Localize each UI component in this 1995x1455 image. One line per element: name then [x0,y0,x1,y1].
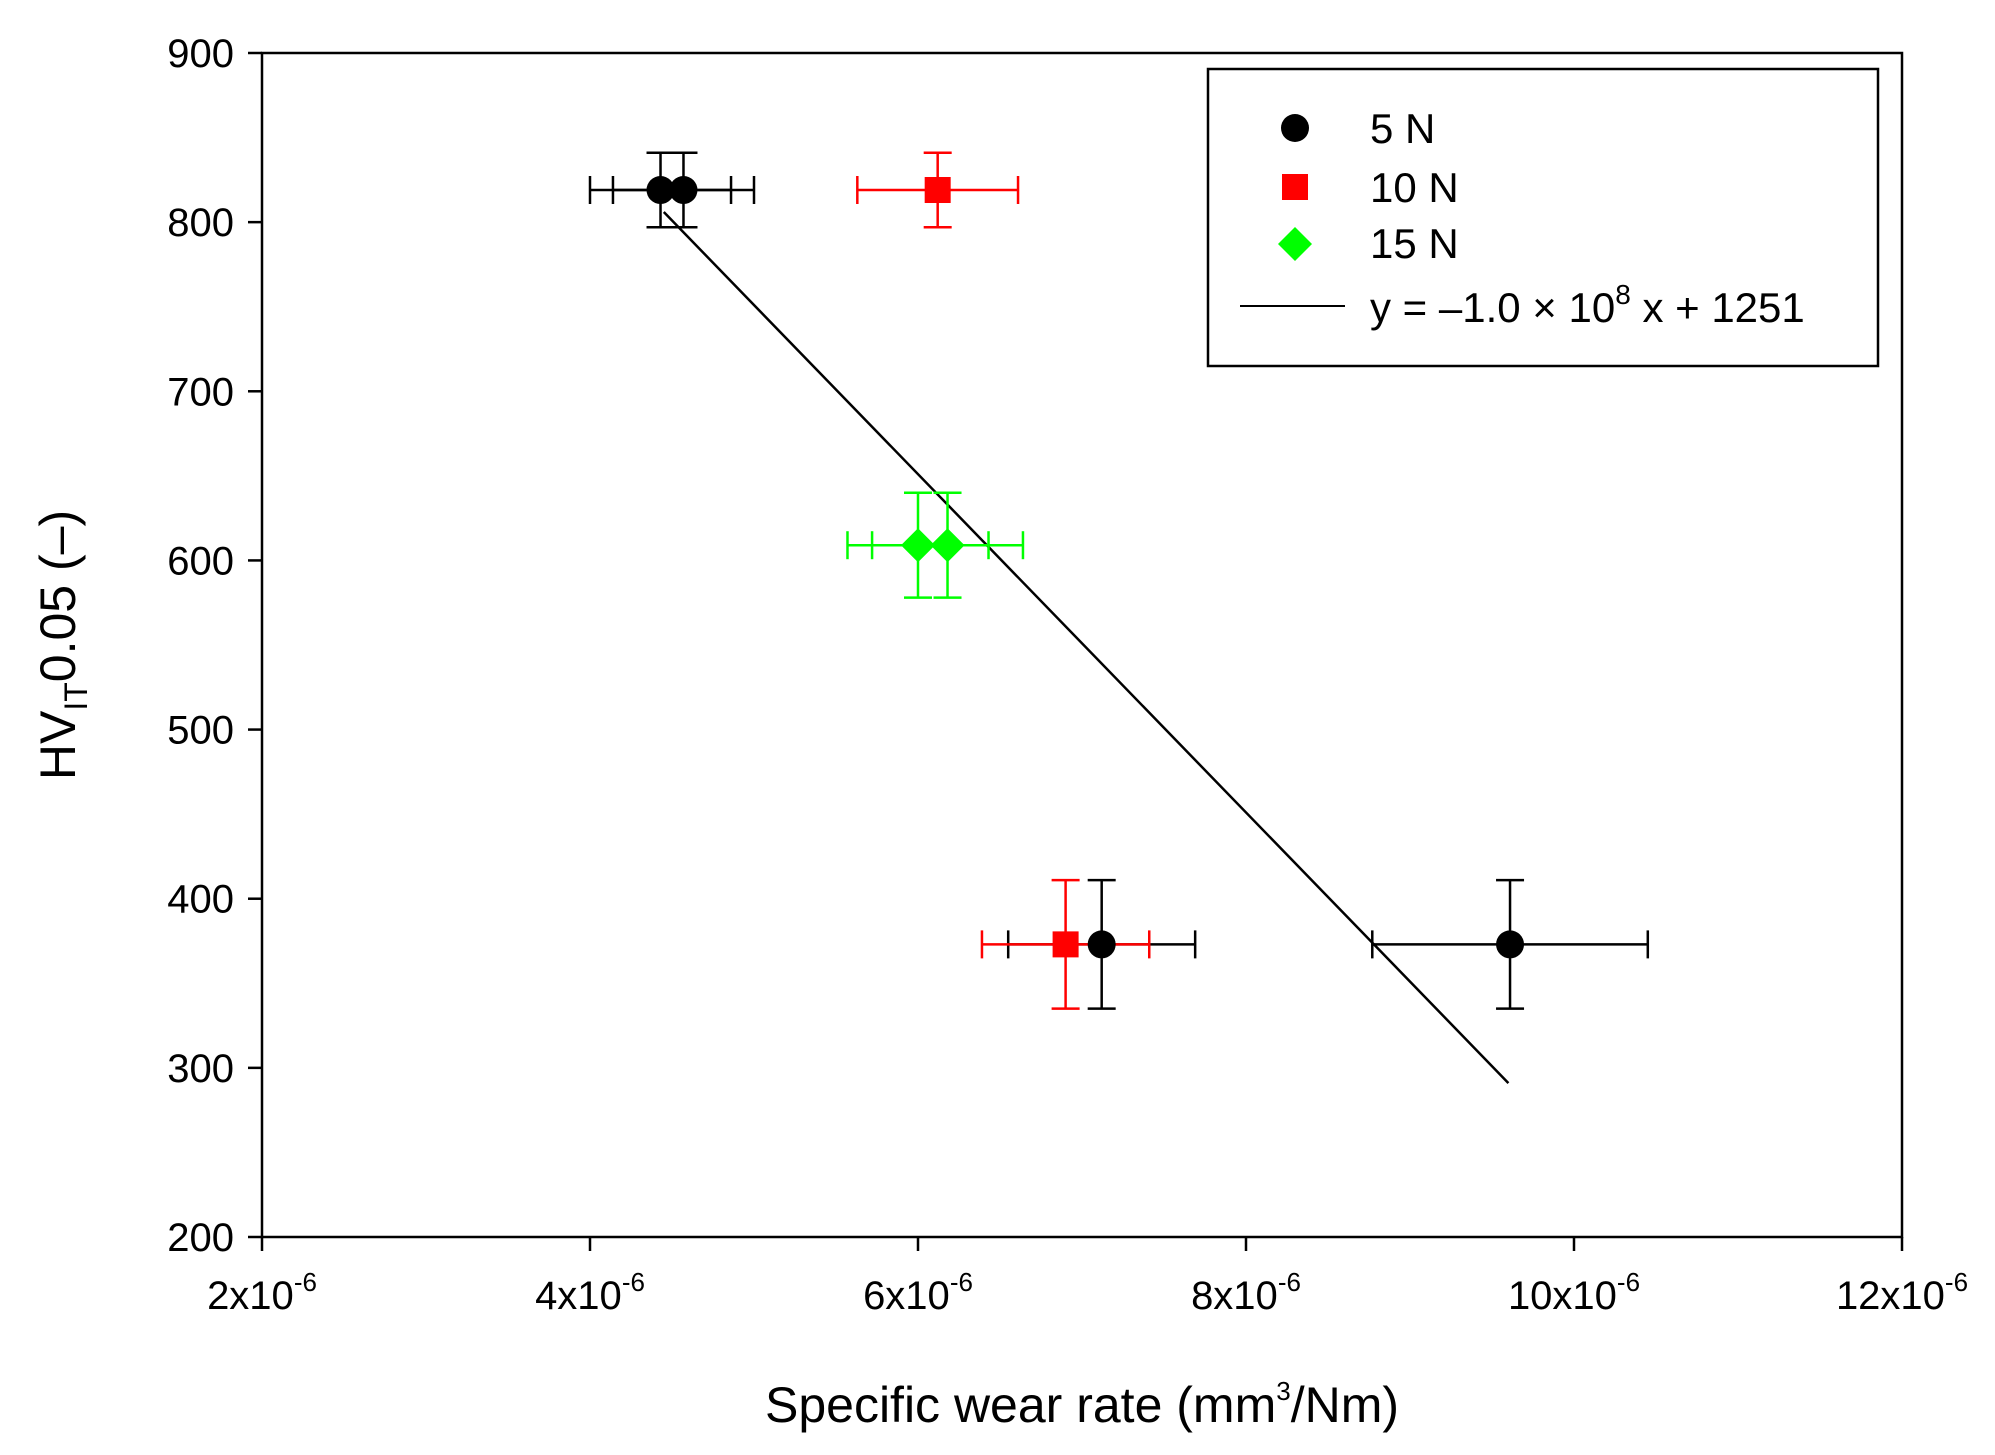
data-point-15n [901,528,935,563]
fit-line [662,211,1510,1084]
legend: 5 N 10 N 15 N y = –1.0 × 108 x + 1251 [1206,67,1880,368]
x-tick-label: 2x10-6 [207,1267,317,1318]
x-tick-label: 4x10-6 [535,1267,645,1318]
x-tick-label: 10x10-6 [1508,1267,1640,1318]
y-axis: 200 300 400 500 600 700 800 900 [167,32,262,1260]
x-axis: 2x10-6 4x10-6 6x10-6 8x10-6 10x10-6 12x10-6 [207,1237,1968,1318]
y-tick-label: 300 [167,1047,234,1091]
x-tick-label: 6x10-6 [863,1267,973,1318]
x-axis-title: Specific wear rate (mm3/Nm) [765,1376,1399,1433]
legend-marker-10n [1282,174,1308,200]
legend-label-10n: 10 N [1370,164,1459,211]
data-point-5n [1496,930,1525,959]
y-tick-label: 700 [167,370,234,414]
y-tick-label: 500 [167,709,234,753]
legend-label-5n: 5 N [1370,105,1435,152]
data-point-10n [1052,931,1079,958]
data-markers [646,176,1525,959]
y-tick-label: 900 [167,32,234,76]
fit-line-group [662,211,1510,1084]
legend-label-fit: y = –1.0 × 108 x + 1251 [1370,279,1805,331]
data-point-5n [1087,930,1116,959]
legend-marker-15n [1278,227,1312,261]
data-point-10n [924,177,951,204]
data-point-15n [930,528,965,563]
legend-marker-5n [1281,114,1309,142]
y-axis-title: HVIT0.05 (–) [30,510,94,780]
x-tick-label: 8x10-6 [1191,1267,1301,1318]
y-tick-label: 400 [167,878,234,922]
y-tick-label: 800 [167,201,234,245]
data-point-5n [646,176,675,205]
legend-box [1206,67,1880,368]
y-tick-label: 200 [167,1216,234,1260]
y-tick-label: 600 [167,539,234,583]
legend-label-15n: 15 N [1370,220,1459,267]
data-point-5n [669,176,698,205]
x-tick-label: 12x10-6 [1836,1267,1968,1318]
